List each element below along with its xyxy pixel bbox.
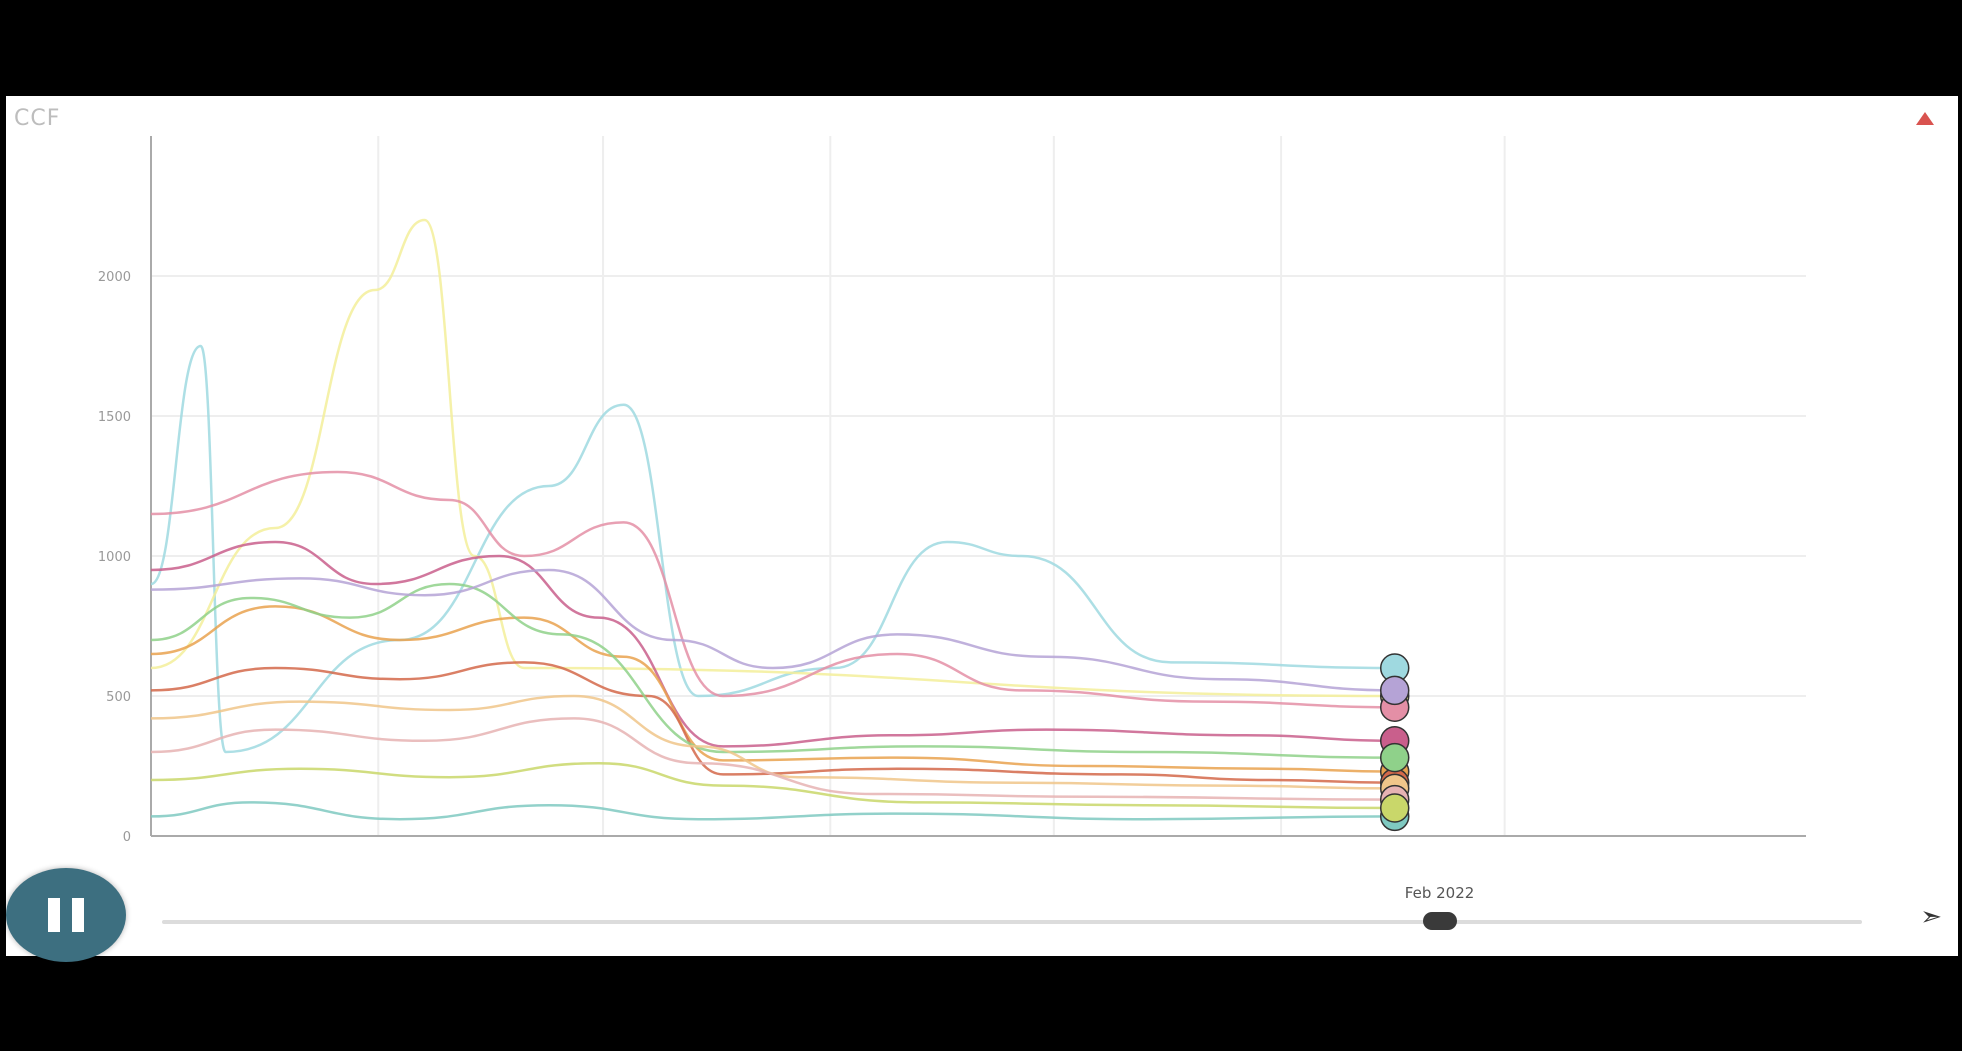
timeline-slider-thumb[interactable] bbox=[1422, 912, 1457, 930]
series-line-10 bbox=[150, 717, 1395, 801]
series-line-7 bbox=[150, 568, 1395, 692]
y-tick-label-0: 0 bbox=[123, 830, 131, 845]
chart-corner-label: CCF bbox=[14, 106, 61, 131]
y-tick-label-2: 1000 bbox=[98, 550, 131, 565]
y-tick-label-3: 1500 bbox=[98, 410, 131, 425]
series-line-6 bbox=[150, 582, 1395, 759]
current-date-label: Feb 2022 bbox=[1404, 884, 1475, 902]
series-line-2 bbox=[150, 470, 1395, 709]
series-line-9 bbox=[150, 801, 1395, 821]
series-line-11 bbox=[150, 761, 1395, 810]
speed-icon[interactable]: ➣ bbox=[1920, 902, 1942, 932]
legend-toggle[interactable] bbox=[1916, 112, 1944, 125]
series-line-3 bbox=[150, 540, 1395, 748]
series-end-marker-11 bbox=[1379, 793, 1410, 823]
timeline-slider-track[interactable] bbox=[162, 920, 1862, 924]
chart-frame: CCF 0 500 1000 1500 2000 Feb 2022 ➣ bbox=[6, 96, 1958, 962]
series-line-1 bbox=[150, 218, 1395, 698]
y-tick-label-4: 2000 bbox=[98, 270, 131, 285]
pause-icon bbox=[48, 898, 60, 932]
series-end-marker-6 bbox=[1379, 742, 1410, 773]
series-line-5 bbox=[150, 661, 1395, 785]
y-tick-label-1: 500 bbox=[106, 690, 131, 705]
series-line-8 bbox=[150, 694, 1395, 790]
triangle-icon bbox=[1916, 112, 1934, 125]
series-end-marker-7 bbox=[1379, 675, 1410, 706]
series-line-0 bbox=[150, 344, 1395, 754]
pause-icon-bar bbox=[72, 898, 84, 932]
line-chart: 0 500 1000 1500 2000 bbox=[98, 136, 1806, 845]
pause-button[interactable] bbox=[6, 868, 126, 962]
